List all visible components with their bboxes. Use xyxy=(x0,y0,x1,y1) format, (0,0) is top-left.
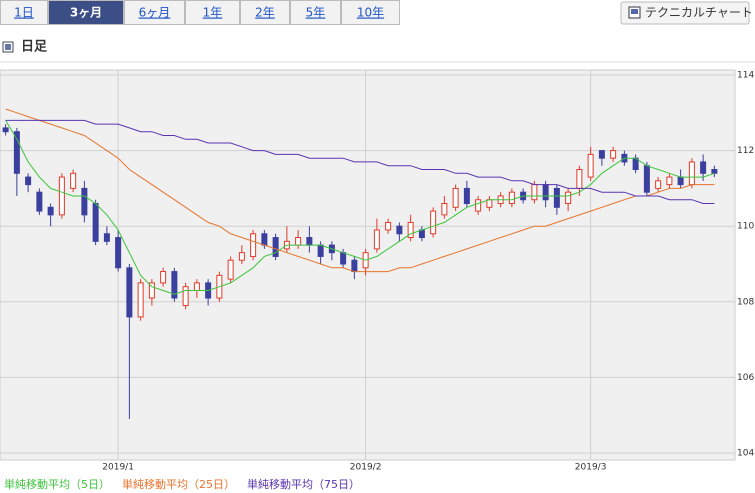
ma-line xyxy=(5,120,715,295)
candle-body xyxy=(36,191,43,212)
candle-body xyxy=(486,199,493,208)
candle-body xyxy=(306,237,313,246)
candle-body xyxy=(148,282,155,299)
candle-body xyxy=(666,176,673,186)
candle-body xyxy=(115,237,122,269)
ma-line xyxy=(5,108,715,273)
candle-body xyxy=(317,244,324,257)
candle-body xyxy=(58,176,65,216)
tab[interactable] xyxy=(341,0,400,25)
candle-body xyxy=(542,184,549,201)
tab[interactable] xyxy=(0,0,48,25)
technical-button-label[interactable]: テクニカルチャート xyxy=(645,6,753,20)
candle-body xyxy=(430,210,437,235)
tab[interactable] xyxy=(185,0,240,25)
tab-label[interactable]: 2年 xyxy=(255,6,275,20)
y-tick-label: 106 xyxy=(737,373,754,383)
candle-body xyxy=(677,176,684,186)
candle-body xyxy=(2,127,9,133)
candle-body xyxy=(25,176,32,186)
candle-body xyxy=(182,286,189,307)
x-tick-label: 2019/1 xyxy=(102,463,134,473)
candle-body xyxy=(407,221,414,239)
candle-body xyxy=(553,187,560,208)
candle-body xyxy=(576,169,583,189)
candle-body xyxy=(137,282,144,318)
candle-body xyxy=(70,172,77,189)
tab-label[interactable]: 1年 xyxy=(203,6,223,20)
candle-body xyxy=(126,267,133,318)
tab[interactable] xyxy=(290,0,341,25)
candle-body xyxy=(441,203,448,216)
candle-body xyxy=(81,187,88,216)
candle-body xyxy=(565,191,572,205)
candle-body xyxy=(193,282,200,291)
y-tick-label: 104 xyxy=(737,449,754,459)
candle-body xyxy=(250,233,257,257)
section-icon-fill xyxy=(5,44,11,50)
candle-body xyxy=(340,252,347,265)
tab-label[interactable]: 6ヶ月 xyxy=(139,6,171,20)
tab[interactable] xyxy=(48,0,124,25)
candle-body xyxy=(238,252,245,261)
legend-entry: 単純移動平均（5日） xyxy=(4,477,110,491)
tab[interactable] xyxy=(240,0,290,25)
technical-button[interactable] xyxy=(620,1,750,25)
candle-body xyxy=(47,206,54,216)
candle-body xyxy=(643,165,650,193)
candle-body xyxy=(92,203,99,242)
candle-body xyxy=(103,233,110,242)
tab-label[interactable]: 5年 xyxy=(306,6,326,20)
candle-body xyxy=(463,187,470,205)
candle-body xyxy=(711,169,718,174)
y-tick-label: 108 xyxy=(737,297,754,307)
candle-body xyxy=(452,187,459,208)
candle-body xyxy=(227,259,234,280)
candle-body xyxy=(700,161,707,174)
candle-body xyxy=(508,191,515,205)
candle-body xyxy=(587,153,594,178)
candle-body xyxy=(171,271,178,299)
candle-body xyxy=(598,150,605,159)
x-tick-label: 2019/3 xyxy=(575,463,607,473)
tab-label[interactable]: 1日 xyxy=(14,6,34,20)
candle-body xyxy=(688,161,695,186)
ma-line xyxy=(5,119,715,204)
candle-body xyxy=(272,237,279,257)
y-tick-label: 112 xyxy=(737,146,754,156)
tab-label[interactable]: 10年 xyxy=(357,6,384,20)
candle-body xyxy=(531,184,538,201)
candle-body xyxy=(610,150,617,159)
x-tick-label: 2019/2 xyxy=(350,463,382,473)
candle-body xyxy=(385,221,392,231)
tab[interactable] xyxy=(124,0,185,25)
y-tick-label: 114 xyxy=(737,71,754,81)
candle-body xyxy=(655,180,662,189)
legend-entry: 単純移動平均（75日） xyxy=(247,477,360,491)
button-icon-fill xyxy=(631,9,638,14)
candle-body xyxy=(261,233,268,246)
candle-body xyxy=(295,237,302,246)
y-tick-label: 110 xyxy=(737,222,754,232)
candle-body xyxy=(13,131,20,174)
candle-body xyxy=(160,271,167,284)
legend-entry: 単純移動平均（25日） xyxy=(122,477,235,491)
candle-body xyxy=(373,229,380,250)
candle-body xyxy=(475,199,482,212)
tab-label[interactable]: 3ヶ月 xyxy=(70,6,102,20)
section-title: 日足 xyxy=(21,40,48,55)
candle-body xyxy=(396,225,403,235)
candle-body xyxy=(351,259,358,273)
